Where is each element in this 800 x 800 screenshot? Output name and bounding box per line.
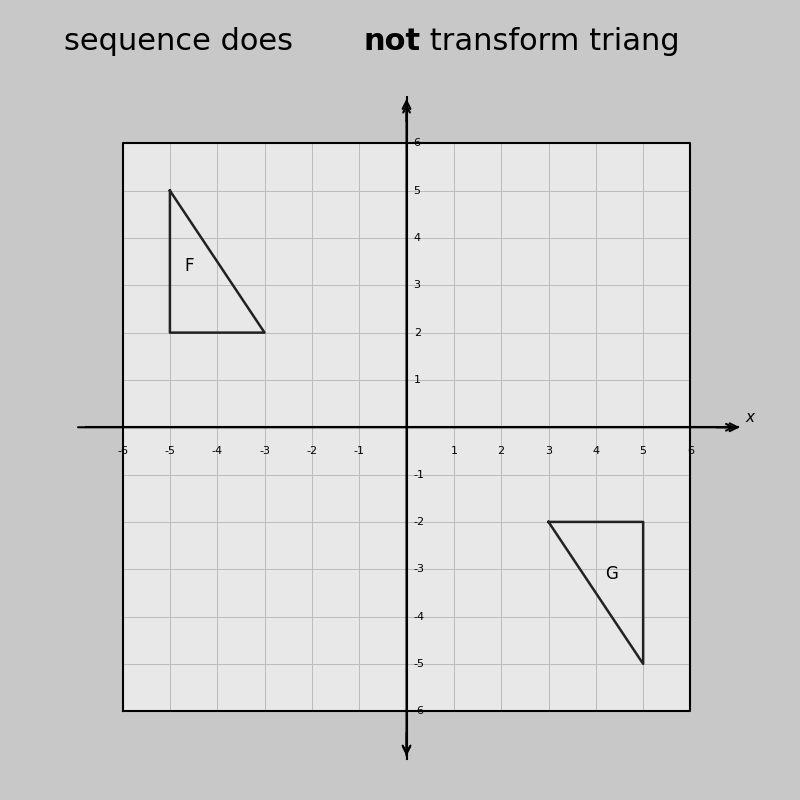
Text: -6: -6 xyxy=(117,446,128,456)
Text: -1: -1 xyxy=(414,470,425,479)
Text: -4: -4 xyxy=(212,446,223,456)
Text: 2: 2 xyxy=(498,446,505,456)
Text: transform triang: transform triang xyxy=(420,27,680,56)
Text: 5: 5 xyxy=(414,186,421,196)
Text: 1: 1 xyxy=(414,375,421,385)
Text: 3: 3 xyxy=(414,280,421,290)
Text: 6: 6 xyxy=(414,138,421,148)
Text: 6: 6 xyxy=(687,446,694,456)
Text: x: x xyxy=(745,410,754,425)
Text: -2: -2 xyxy=(414,517,425,527)
Text: -5: -5 xyxy=(165,446,175,456)
Text: not: not xyxy=(364,27,421,56)
Text: 1: 1 xyxy=(450,446,458,456)
Text: 3: 3 xyxy=(545,446,552,456)
Text: 5: 5 xyxy=(640,446,646,456)
Text: 2: 2 xyxy=(414,328,421,338)
Text: -1: -1 xyxy=(354,446,365,456)
Text: 4: 4 xyxy=(414,233,421,243)
Text: -5: -5 xyxy=(414,659,425,669)
Text: -3: -3 xyxy=(414,564,425,574)
Text: -6: -6 xyxy=(414,706,425,716)
Text: -2: -2 xyxy=(306,446,318,456)
Text: 4: 4 xyxy=(592,446,599,456)
Text: -3: -3 xyxy=(259,446,270,456)
Text: G: G xyxy=(606,565,618,582)
Text: F: F xyxy=(184,257,194,275)
Text: -4: -4 xyxy=(414,611,425,622)
Text: sequence does: sequence does xyxy=(64,27,302,56)
Bar xyxy=(122,143,690,711)
